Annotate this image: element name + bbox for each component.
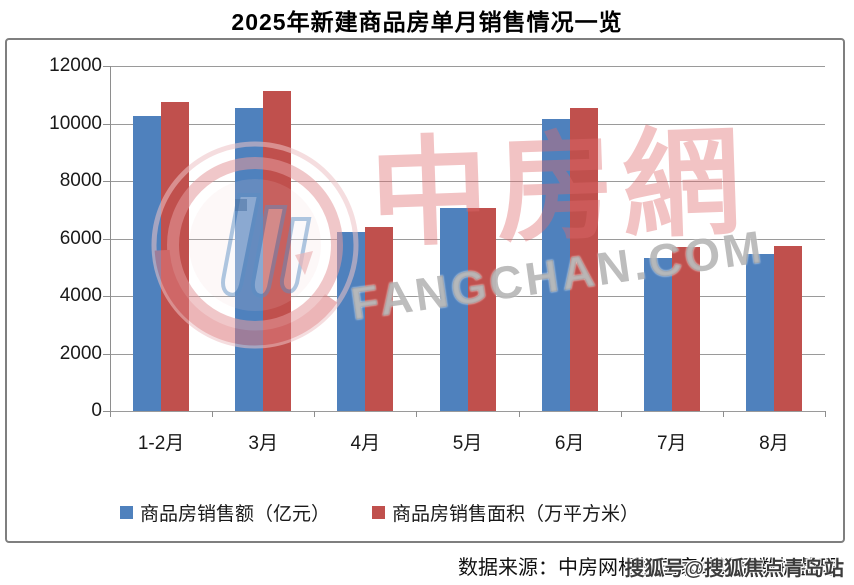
chart-title: 2025年新建商品房单月销售情况一览: [231, 9, 623, 35]
gridline: [110, 66, 825, 67]
sohu-watermark-text: 搜狐号@搜狐焦点青岛站: [624, 558, 844, 580]
legend-swatch-blue-icon: [120, 506, 133, 519]
y-tick: [103, 238, 110, 240]
y-axis-label: 10000: [49, 112, 102, 134]
x-axis-label: 6月: [554, 433, 585, 454]
legend-swatch-red-icon: [372, 506, 385, 519]
y-tick: [103, 123, 110, 125]
y-tick: [103, 66, 110, 67]
x-axis-label: 7月: [656, 433, 687, 454]
y-tick: [103, 353, 110, 355]
gridline: [110, 181, 825, 182]
bar-sales-amount: [745, 254, 774, 411]
x-tick: [722, 411, 724, 417]
bar-sales-area: [467, 208, 496, 411]
data-source-text: 数据来源：中房网根据国家统计局数据整理: [458, 557, 838, 579]
y-axis-label: 2000: [59, 342, 102, 364]
bar-sales-area: [569, 108, 598, 411]
y-axis-label: 6000: [59, 227, 102, 249]
x-tick: [212, 411, 214, 417]
x-tick: [416, 411, 418, 417]
y-tick: [103, 296, 110, 297]
bar-sales-area: [773, 245, 802, 411]
y-axis-label: 12000: [49, 55, 102, 76]
bar-sales-area: [365, 227, 394, 411]
x-axis-label: 1-2月: [137, 433, 185, 454]
footer: 数据来源：中房网根据国家统计局数据整理 搜狐号@搜狐焦点青岛站: [0, 551, 846, 580]
x-tick: [314, 411, 316, 417]
bar-sales-amount: [541, 119, 570, 411]
legend-label-sales-area: 商品房销售面积（万平方米）: [392, 504, 640, 525]
y-axis-label: 8000: [59, 170, 102, 191]
y-tick: [103, 411, 110, 412]
bar-sales-area: [263, 91, 292, 411]
gridline: [110, 123, 825, 125]
y-axis-label: 0: [91, 400, 102, 421]
x-axis-label: 3月: [248, 433, 278, 454]
x-axis-label: 8月: [759, 433, 789, 454]
y-axis-line: [110, 66, 111, 411]
y-axis-label: 4000: [59, 285, 102, 306]
bar-sales-area: [161, 102, 190, 411]
x-tick: [110, 411, 111, 417]
bar-sales-amount: [133, 116, 162, 411]
x-tick: [620, 411, 622, 417]
bar-sales-amount: [337, 231, 366, 411]
bar-sales-amount: [643, 257, 672, 411]
legend-item-sales-area: 商品房销售面积（万平方米）: [372, 499, 639, 526]
x-axis-label: 4月: [350, 433, 381, 454]
gridline: [110, 411, 825, 412]
legend: 商品房销售额（亿元） 商品房销售面积（万平方米）: [7, 499, 847, 525]
legend-item-sales-amount: 商品房销售额（亿元）: [120, 499, 330, 526]
x-axis-label: 5月: [452, 433, 483, 454]
x-tick: [825, 411, 826, 417]
bar-sales-amount: [235, 108, 264, 411]
legend-label-sales-amount: 商品房销售额（亿元）: [140, 504, 331, 525]
bar-sales-area: [671, 246, 700, 411]
x-tick: [518, 411, 520, 417]
y-tick: [103, 181, 110, 182]
bar-sales-amount: [439, 208, 468, 411]
chart-area: 0 2000 4000 6000 8000 10000 12000 1-2月 3月 4月 5月 6月 7…: [5, 38, 845, 543]
